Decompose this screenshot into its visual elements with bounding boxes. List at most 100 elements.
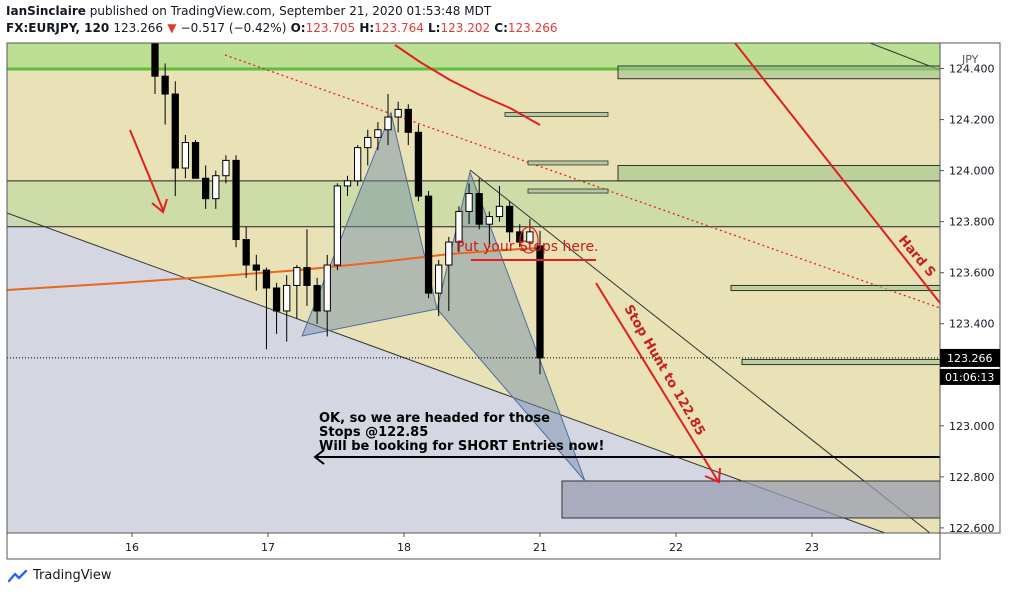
- close-value: 123.266: [507, 21, 558, 35]
- y-tick-label: 123.800: [949, 216, 995, 229]
- candle-body: [455, 210, 463, 243]
- candle: [323, 254, 331, 337]
- candle-body: [343, 180, 352, 187]
- candle: [262, 267, 271, 350]
- high-label: H:: [359, 21, 375, 35]
- small-level-box-3: [527, 188, 609, 194]
- candle: [171, 81, 179, 197]
- candle-body: [283, 284, 291, 312]
- resistance-box-upper: [617, 65, 940, 80]
- red-arrowhead-left: [151, 198, 168, 214]
- candle: [485, 211, 493, 248]
- candle-body: [333, 185, 342, 266]
- current-price-badge: [940, 348, 1000, 367]
- tradingview-footer[interactable]: TradingView: [8, 568, 112, 583]
- candle: [181, 134, 190, 179]
- candle-body: [536, 245, 544, 359]
- candle-body: [313, 284, 321, 312]
- candle-body: [151, 43, 159, 77]
- red-line-hard-stop: [734, 43, 940, 304]
- x-tick-label: 16: [125, 541, 139, 554]
- note-line-1: OK, so we are headed for those: [319, 411, 550, 426]
- chart-header: IanSinclaire published on TradingView.co…: [6, 3, 1006, 37]
- candle: [384, 94, 392, 146]
- trend-line-channel: [469, 169, 931, 533]
- candle-body: [475, 193, 483, 225]
- y-tick-label: 124.000: [949, 165, 995, 178]
- close-label: C:: [494, 21, 508, 35]
- plot-area: Put your Stops here.Stop Hunt to 122.85H…: [7, 43, 940, 533]
- level-box-1: [730, 284, 940, 292]
- time-axis: [6, 532, 941, 560]
- x-tick-label: 23: [805, 541, 819, 554]
- x-tick-label: 22: [669, 541, 683, 554]
- candle: [445, 236, 453, 311]
- tradingview-logo-icon: [8, 569, 28, 582]
- price-change: −0.517 (−0.42%): [180, 21, 287, 35]
- x-tick-label: 21: [533, 541, 547, 554]
- moving-average-line: [7, 247, 541, 291]
- candle: [536, 230, 544, 375]
- candle: [242, 226, 250, 278]
- candle-body: [414, 131, 423, 197]
- x-tick-label: 17: [261, 541, 275, 554]
- down-arrow-icon: ▼: [167, 21, 177, 35]
- candle: [435, 259, 443, 317]
- stop-highlight-circle: [519, 226, 539, 254]
- harmonic-leg-1: [301, 111, 438, 337]
- candle: [272, 282, 281, 334]
- candle: [252, 254, 260, 291]
- harmonic-leg-2: [436, 170, 586, 482]
- candle: [283, 275, 291, 342]
- candle-body: [252, 264, 260, 271]
- candle: [364, 129, 372, 166]
- candle-body: [384, 116, 392, 131]
- green-zone: [7, 43, 940, 69]
- last-price: 123.266: [113, 21, 163, 35]
- target-box: [561, 480, 940, 519]
- candle-body: [374, 129, 382, 138]
- trend-line-lower: [7, 212, 886, 533]
- symbol-name[interactable]: FX:EURJPY, 120: [6, 21, 110, 35]
- candle-body: [526, 231, 534, 243]
- note-line-3: Will be looking for SHORT Entries now!: [319, 439, 604, 454]
- candle-body: [394, 108, 402, 118]
- candle: [505, 201, 514, 243]
- current-price-label: 123.266: [947, 352, 993, 365]
- candle: [333, 183, 342, 271]
- open-value: 123.705: [305, 21, 356, 35]
- candle: [495, 185, 504, 222]
- publish-info: IanSinclaire published on TradingView.co…: [6, 3, 1006, 20]
- candle: [465, 183, 473, 225]
- candle: [293, 265, 301, 319]
- published-text: published on TradingView.com, September …: [89, 4, 492, 18]
- countdown-label: 01:06:13: [945, 371, 994, 384]
- candle: [526, 219, 534, 248]
- candle-body: [505, 205, 514, 233]
- low-value: 123.202: [440, 21, 491, 35]
- candle-body: [161, 75, 169, 95]
- candle-body: [495, 205, 504, 218]
- candle-body: [364, 136, 372, 149]
- resistance-box-mid: [617, 165, 940, 182]
- symbol-info: FX:EURJPY, 120 123.266 ▼ −0.517 (−0.42%)…: [6, 20, 1006, 37]
- small-level-box-2: [527, 160, 609, 166]
- small-level-box-1: [504, 112, 609, 117]
- low-label: L:: [428, 21, 441, 35]
- candle-body: [191, 142, 200, 179]
- dotted-resistance-line: [224, 54, 940, 309]
- candle-body: [323, 264, 331, 312]
- candle: [394, 101, 402, 133]
- candle: [212, 170, 220, 209]
- author-name[interactable]: IanSinclaire: [6, 4, 86, 18]
- candle-body: [404, 108, 412, 133]
- y-tick-label: 122.800: [949, 471, 995, 484]
- y-tick-label: 124.400: [949, 63, 995, 76]
- level-box-2: [741, 358, 940, 366]
- candle: [232, 155, 240, 248]
- candle-body: [232, 159, 240, 241]
- footer-brand: TradingView: [33, 568, 112, 583]
- candle-body: [272, 287, 281, 312]
- candle-body: [424, 195, 433, 294]
